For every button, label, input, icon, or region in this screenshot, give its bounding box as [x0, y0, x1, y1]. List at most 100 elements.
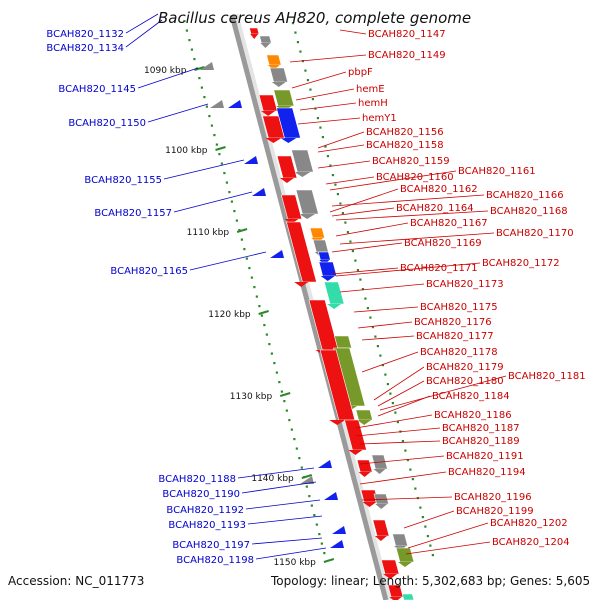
reverse-feature [324, 492, 338, 500]
label-leader [335, 262, 481, 277]
kbp-label: 1120 kbp [208, 310, 251, 320]
scale-dot [263, 324, 266, 327]
kbp-tick [236, 228, 248, 233]
gene-arrowhead [389, 597, 402, 600]
forward-gene-label: hemY1 [362, 113, 397, 124]
scale-dot [268, 343, 271, 346]
scale-dot [366, 307, 369, 310]
forward-gene-label: BCAH820_1194 [448, 467, 526, 478]
scale-dot [273, 362, 276, 365]
forward-gene-label: BCAH820_1149 [368, 50, 446, 61]
reverse-feature [244, 156, 258, 164]
forward-gene-label: BCAH820_1178 [420, 347, 498, 358]
kbp-tick [258, 310, 269, 315]
scale-dot [238, 229, 241, 232]
scale-dot [426, 535, 429, 538]
scale-dot [314, 107, 317, 110]
gene-arrowhead [375, 504, 388, 509]
scale-dot [225, 181, 228, 184]
scale-dot [331, 174, 335, 177]
reverse-gene-label: BCAH820_1150 [68, 118, 146, 129]
gene-feature [259, 35, 272, 44]
scale-dot [369, 316, 372, 319]
scale-dot [308, 495, 311, 498]
label-leader [289, 54, 367, 63]
scale-dot [240, 238, 243, 241]
label-leader [377, 395, 431, 417]
reverse-gene-label: BCAH820_1197 [172, 540, 250, 551]
label-leader [353, 306, 419, 313]
scale-dot [341, 212, 345, 215]
gene-arrowhead [320, 276, 335, 281]
forward-gene-label: BCAH820_1199 [456, 506, 534, 517]
gene-arrowhead [261, 111, 276, 116]
label-leader [339, 283, 425, 293]
label-leader [189, 251, 267, 271]
gene-feature [392, 533, 409, 547]
scale-dot [265, 333, 268, 336]
scale-dot [429, 544, 432, 547]
gene-arrowhead [294, 282, 309, 287]
scale-dot [351, 250, 355, 253]
scale-dot [248, 267, 251, 270]
label-leader [329, 170, 457, 191]
scale-dot [291, 22, 295, 25]
label-leader [405, 541, 491, 555]
gene-arrowhead [267, 65, 280, 70]
forward-gene-label: BCAH820_1156 [366, 127, 444, 138]
reverse-gene-label: BCAH820_1192 [166, 505, 244, 516]
gene-feature [401, 593, 415, 600]
label-leader [377, 380, 425, 407]
scale-dot [401, 440, 404, 443]
scale-dot [394, 411, 397, 414]
kbp-tick [279, 392, 291, 397]
gene-arrowhead [358, 472, 371, 477]
label-leader [355, 427, 441, 437]
gene-feature [317, 251, 331, 261]
scale-dot [283, 400, 286, 403]
kbp-tick [301, 474, 313, 479]
scale-dot [305, 485, 308, 488]
scale-dot [339, 202, 342, 205]
forward-gene-label: BCAH820_1167 [410, 218, 488, 229]
reverse-gene-label: BCAH820_1193 [168, 520, 246, 531]
gene-feature [273, 89, 295, 107]
label-leader [125, 19, 163, 48]
forward-gene-label: BCAH820_1177 [416, 331, 494, 342]
scale-dot [356, 269, 360, 272]
label-leader [359, 471, 447, 485]
gene-feature [249, 27, 260, 35]
gene-feature [334, 335, 353, 349]
reverse-gene-label: BCAH820_1132 [46, 29, 124, 40]
scale-dot [200, 86, 204, 89]
gene-arrowhead [362, 502, 377, 507]
kbp-label: 1090 kbp [144, 66, 187, 76]
scale-dot [346, 231, 350, 234]
forward-gene-label: hemH [358, 98, 388, 109]
label-leader [125, 13, 159, 34]
scale-dot [298, 457, 301, 460]
gene-feature [312, 239, 329, 253]
gene-arrowhead [348, 450, 363, 455]
scale-dot [320, 542, 323, 545]
gene-arrowhead [329, 420, 346, 425]
label-leader [361, 335, 415, 341]
label-leader [251, 537, 323, 545]
scale-dot [409, 468, 412, 471]
label-leader [339, 232, 495, 245]
topology-summary: Topology: linear; Length: 5,302,683 bp; … [271, 574, 591, 588]
scale-dot [334, 183, 337, 186]
label-leader [255, 547, 327, 560]
forward-gene-label: BCAH820_1184 [432, 391, 510, 402]
reverse-feature [252, 188, 266, 196]
label-leader [317, 131, 365, 149]
forward-gene-label: BCAH820_1169 [404, 238, 482, 249]
scale-dot [323, 552, 326, 555]
reverse-feature [200, 62, 214, 70]
forward-gene-label: BCAH820_1186 [434, 410, 512, 421]
gene-arrowhead [327, 304, 342, 309]
scale-dot [329, 164, 332, 167]
reverse-feature [228, 100, 242, 108]
scale-dot [260, 314, 263, 317]
